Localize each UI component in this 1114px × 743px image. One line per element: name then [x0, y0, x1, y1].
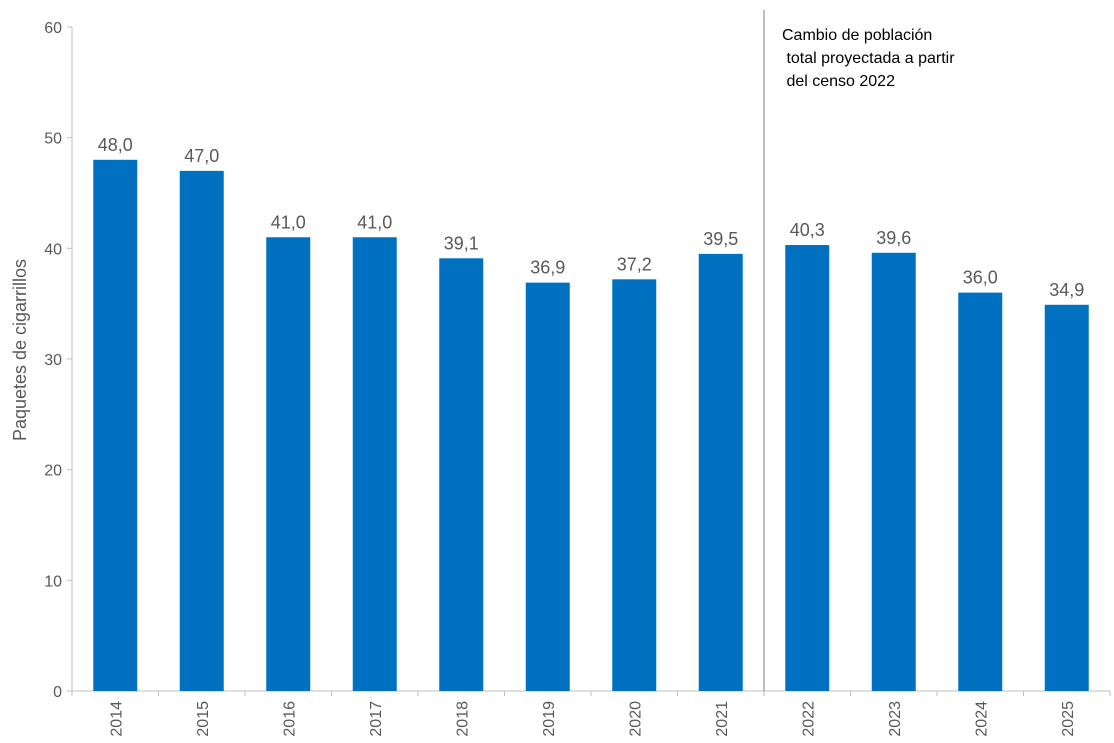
data-label: 36,9 — [530, 258, 565, 278]
data-label: 39,1 — [444, 233, 479, 253]
plot-area: 0 10 20 30 40 50 60 48,0 2014 47,0 2015 41,0 2016 41,… — [44, 20, 1111, 737]
y-tick-label: 40 — [44, 241, 62, 258]
bar — [439, 258, 484, 691]
bar — [958, 292, 1003, 691]
data-label: 48,0 — [98, 135, 133, 155]
data-label: 37,2 — [617, 254, 652, 274]
x-tick-label: 2014 — [108, 701, 125, 737]
y-tick-label: 20 — [44, 463, 62, 480]
data-label: 41,0 — [271, 212, 306, 232]
y-tick-label: 30 — [44, 352, 62, 369]
x-tick-label: 2021 — [714, 701, 731, 737]
data-label: 39,5 — [703, 229, 738, 249]
bar — [612, 279, 657, 691]
y-axis-title-group: Paquetes de cigarrillos — [10, 259, 30, 441]
annotation-line-text: Cambio de población — [782, 27, 932, 44]
x-tick-label: 2025 — [1060, 701, 1077, 737]
data-label: 39,6 — [876, 228, 911, 248]
x-tick-label: 2018 — [454, 701, 471, 737]
data-label: 36,0 — [963, 268, 998, 288]
bar — [93, 159, 138, 692]
bar — [785, 245, 830, 691]
y-tick-label: 50 — [44, 131, 62, 148]
bar — [1044, 304, 1089, 691]
bar — [266, 237, 311, 691]
y-tick-label: 60 — [44, 20, 62, 37]
x-tick-label: 2023 — [887, 701, 904, 737]
x-tick-label: 2015 — [195, 701, 212, 737]
annotation-group: Cambio de población total proyectada a p… — [763, 10, 955, 691]
y-axis-title: Paquetes de cigarrillos — [10, 259, 30, 441]
bar — [871, 252, 916, 691]
x-tick-label: 2020 — [627, 701, 644, 737]
y-tick-label: 10 — [44, 573, 62, 590]
x-tick-label: 2019 — [541, 701, 558, 737]
bar — [352, 237, 397, 691]
y-tick-label: 0 — [53, 684, 62, 701]
bar — [525, 282, 570, 691]
x-tick-label: 2017 — [368, 701, 385, 737]
x-tick-label: 2024 — [973, 701, 990, 737]
x-tick-label: 2016 — [281, 701, 298, 737]
data-label: 40,3 — [790, 220, 825, 240]
bar — [179, 170, 224, 691]
data-label: 47,0 — [184, 146, 219, 166]
data-label: 34,9 — [1049, 280, 1084, 300]
data-label: 41,0 — [357, 212, 392, 232]
x-tick-label: 2022 — [800, 701, 817, 737]
bar — [698, 253, 743, 691]
annotation-text: Cambio de población total proyectada a p… — [782, 27, 955, 90]
annotation-line-text: del censo 2022 — [782, 73, 895, 90]
annotation-line-text: total proyectada a partir — [782, 50, 955, 67]
